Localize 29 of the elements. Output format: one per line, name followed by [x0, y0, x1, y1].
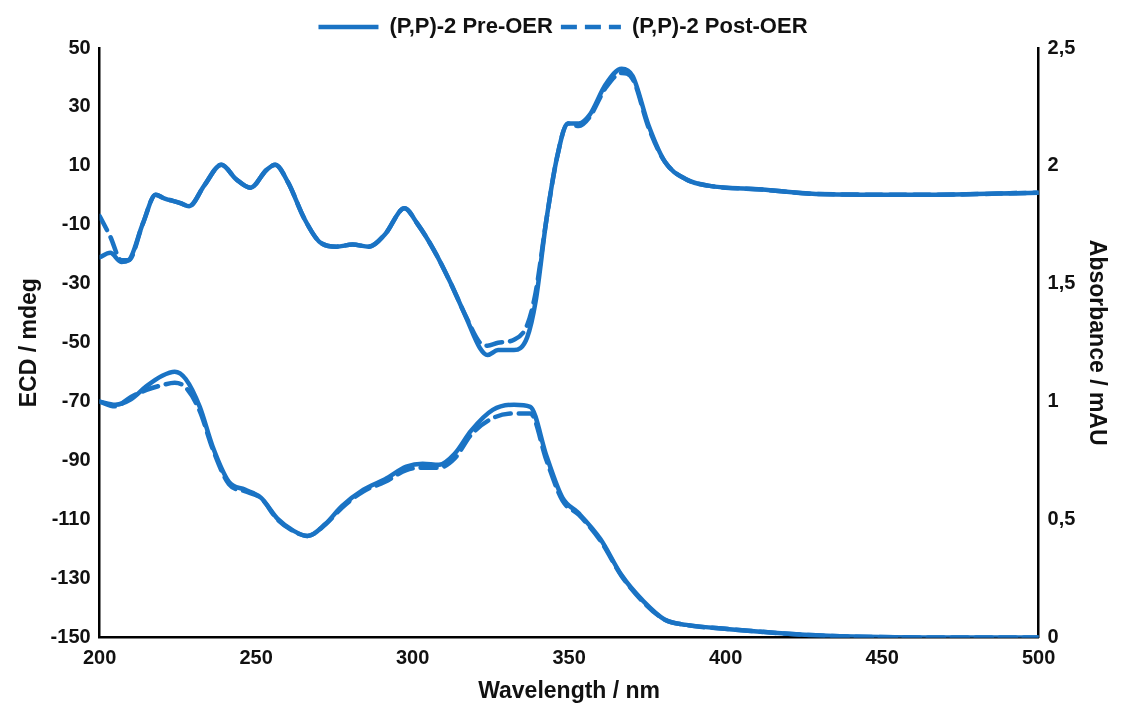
x-tick-label: 250: [239, 645, 273, 668]
y-tick-label: -110: [51, 507, 91, 530]
y2-tick-label: 1,5: [1047, 271, 1076, 294]
y-tick-label: 50: [68, 35, 91, 58]
x-tick-label: 300: [395, 645, 430, 668]
y-axis-title: ECD / mdeg: [15, 278, 42, 408]
y2-tick-label: 1: [1047, 389, 1059, 412]
x-tick-label: 500: [1021, 645, 1056, 668]
y-tick-label: -130: [50, 565, 91, 588]
y2-axis-title: Absorbance / mAU: [1084, 239, 1111, 446]
y2-tick-label: 2,5: [1047, 35, 1076, 58]
y-tick-label: -10: [61, 212, 91, 235]
y2-tick-label: 2: [1047, 153, 1059, 176]
y2-tick-label: 0: [1047, 624, 1059, 647]
y-tick-label: -90: [61, 448, 91, 471]
legend-label: (P,P)-2 Post-OER: [631, 13, 808, 39]
y-tick-label: -50: [61, 330, 91, 353]
x-tick-label: 450: [865, 645, 899, 668]
legend-label: (P,P)-2 Pre-OER: [389, 13, 554, 39]
y2-tick-label: 0,5: [1047, 507, 1076, 530]
y-tick-label: 10: [68, 153, 91, 176]
y-tick-label: -150: [50, 624, 91, 647]
x-axis-title: Wavelength / nm: [478, 676, 661, 703]
y-tick-label: -70: [61, 389, 91, 412]
x-tick-label: 350: [552, 645, 586, 668]
y-tick-label: -30: [61, 271, 91, 294]
x-tick-label: 400: [708, 645, 743, 668]
x-tick-label: 200: [82, 645, 117, 668]
y-tick-label: 30: [68, 94, 91, 117]
